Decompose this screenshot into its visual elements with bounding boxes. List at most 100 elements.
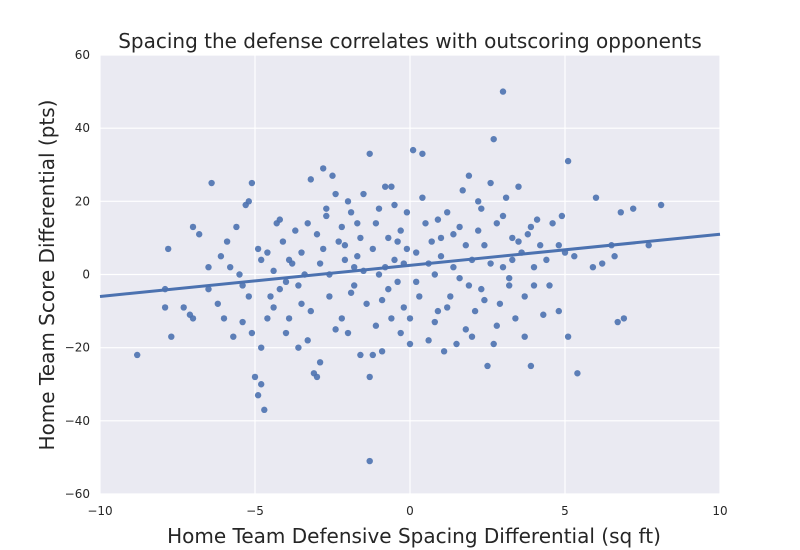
data-point: [413, 249, 420, 256]
data-point: [397, 329, 404, 337]
data-point: [499, 263, 507, 271]
data-point: [537, 242, 544, 249]
data-point: [400, 304, 407, 311]
data-point: [264, 249, 271, 256]
data-point: [375, 271, 383, 278]
data-point: [326, 293, 333, 300]
y-tick-label: 60: [75, 48, 90, 62]
x-tick-label: 10: [712, 504, 727, 518]
y-axis-label: Home Team Score Differential (pts): [35, 100, 59, 451]
data-point: [564, 157, 572, 165]
data-point: [230, 333, 237, 340]
x-axis-label: Home Team Defensive Spacing Differential…: [167, 524, 661, 548]
data-point: [394, 278, 401, 286]
data-point: [493, 322, 500, 329]
data-point: [292, 227, 299, 234]
data-point: [447, 293, 454, 300]
data-point: [261, 406, 268, 414]
data-point: [307, 307, 314, 315]
data-point: [530, 263, 538, 271]
data-point: [285, 315, 293, 322]
data-point: [434, 216, 442, 223]
data-point: [372, 220, 380, 227]
data-point: [282, 278, 290, 286]
data-point: [304, 220, 311, 227]
x-tick-label: 5: [561, 504, 569, 518]
data-point: [372, 322, 380, 329]
data-point: [295, 282, 302, 289]
data-point: [617, 209, 624, 216]
data-point: [453, 340, 460, 348]
data-point: [481, 242, 488, 249]
data-point: [307, 176, 314, 183]
data-point: [251, 373, 259, 381]
data-point: [189, 315, 197, 322]
data-point: [366, 373, 373, 381]
data-point: [223, 238, 231, 245]
data-point: [406, 315, 414, 322]
data-point: [313, 231, 321, 238]
data-point: [245, 293, 252, 300]
data-point: [444, 304, 451, 311]
y-tick-label: −60: [65, 487, 90, 501]
x-tick-label: 0: [406, 504, 414, 518]
data-point: [233, 223, 240, 231]
data-point: [347, 209, 355, 216]
data-point: [236, 271, 243, 278]
data-point: [180, 304, 187, 311]
data-point: [338, 223, 345, 231]
data-point: [574, 370, 581, 377]
data-point: [471, 307, 479, 315]
data-point: [509, 234, 516, 242]
data-point: [323, 212, 330, 220]
data-point: [258, 256, 265, 264]
data-point: [403, 245, 411, 253]
data-point: [571, 253, 578, 260]
data-point: [279, 238, 287, 245]
data-point: [378, 296, 386, 304]
data-point: [369, 351, 376, 359]
data-point: [533, 216, 541, 223]
data-point: [437, 234, 445, 242]
data-point: [295, 344, 302, 351]
data-point: [258, 344, 265, 351]
y-tick-label: −40: [65, 414, 90, 428]
data-point: [344, 329, 352, 337]
data-point: [354, 253, 361, 260]
data-point: [214, 300, 221, 307]
data-point: [475, 227, 482, 234]
data-point: [394, 238, 401, 245]
data-point: [657, 201, 665, 209]
data-point: [276, 216, 283, 223]
data-point: [298, 249, 305, 256]
x-tick-labels: −10 −5 0 5 10: [87, 504, 727, 518]
data-point: [254, 245, 262, 253]
data-point: [540, 311, 547, 318]
data-point: [428, 238, 435, 245]
data-point: [205, 285, 212, 293]
data-point: [276, 285, 283, 293]
data-point: [425, 337, 432, 344]
data-point: [549, 220, 556, 227]
data-point: [385, 234, 392, 242]
data-point: [530, 282, 538, 289]
data-point: [493, 220, 500, 227]
data-point: [422, 220, 429, 227]
data-point: [341, 242, 349, 249]
data-point: [388, 315, 395, 322]
data-point: [496, 300, 504, 307]
data-point: [316, 359, 324, 366]
data-point: [515, 238, 522, 245]
data-point: [316, 260, 324, 267]
data-point: [444, 209, 451, 216]
data-points: [134, 88, 665, 465]
data-point: [354, 220, 361, 227]
data-point: [599, 260, 606, 267]
data-point: [413, 278, 420, 286]
data-point: [475, 198, 482, 205]
data-point: [434, 307, 442, 315]
data-point: [382, 183, 389, 190]
data-point: [205, 263, 212, 271]
data-point: [450, 263, 457, 271]
